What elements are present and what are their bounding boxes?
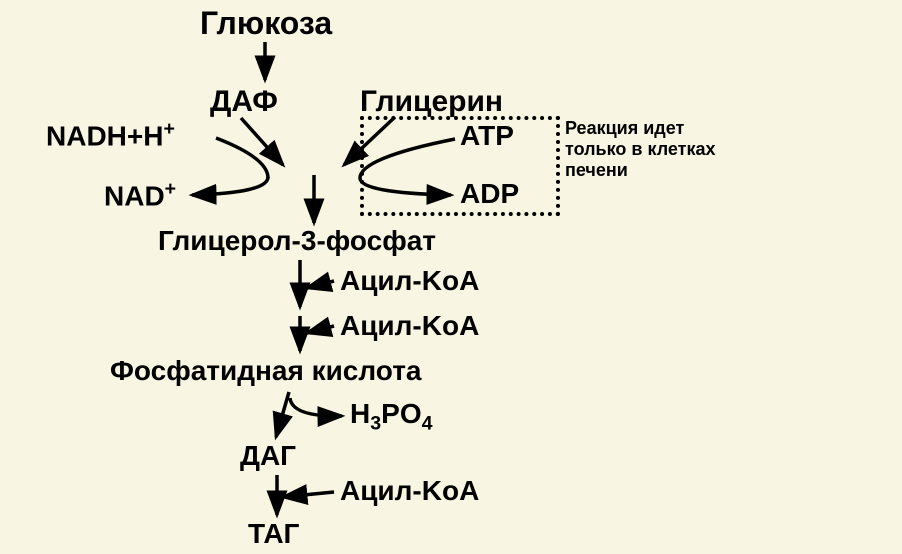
node-glycerol3p: Глицерол-3-фосфат <box>158 225 436 257</box>
node-phosphatidic: Фосфатидная кислота <box>110 355 422 387</box>
node-adp: ADP <box>460 178 519 210</box>
node-glucose: Глюкоза <box>200 5 332 42</box>
node-acyl1: Ацил-KoA <box>340 265 479 297</box>
node-acyl2: Ацил-KoA <box>340 310 479 342</box>
node-nad: NAD+ <box>104 178 176 212</box>
node-daf: ДАФ <box>210 85 278 119</box>
liver-note: Реакция идет только в клетках печени <box>565 118 716 181</box>
node-tag: ТАГ <box>248 518 299 550</box>
node-h3po4: H3PO4 <box>350 398 433 436</box>
node-dag: ДАГ <box>240 440 296 472</box>
node-nadh: NADH+H+ <box>46 118 175 152</box>
node-acyl3: Ацил-KoA <box>340 475 479 507</box>
node-glycerin: Глицерин <box>360 85 503 119</box>
node-atp: ATP <box>460 120 514 152</box>
